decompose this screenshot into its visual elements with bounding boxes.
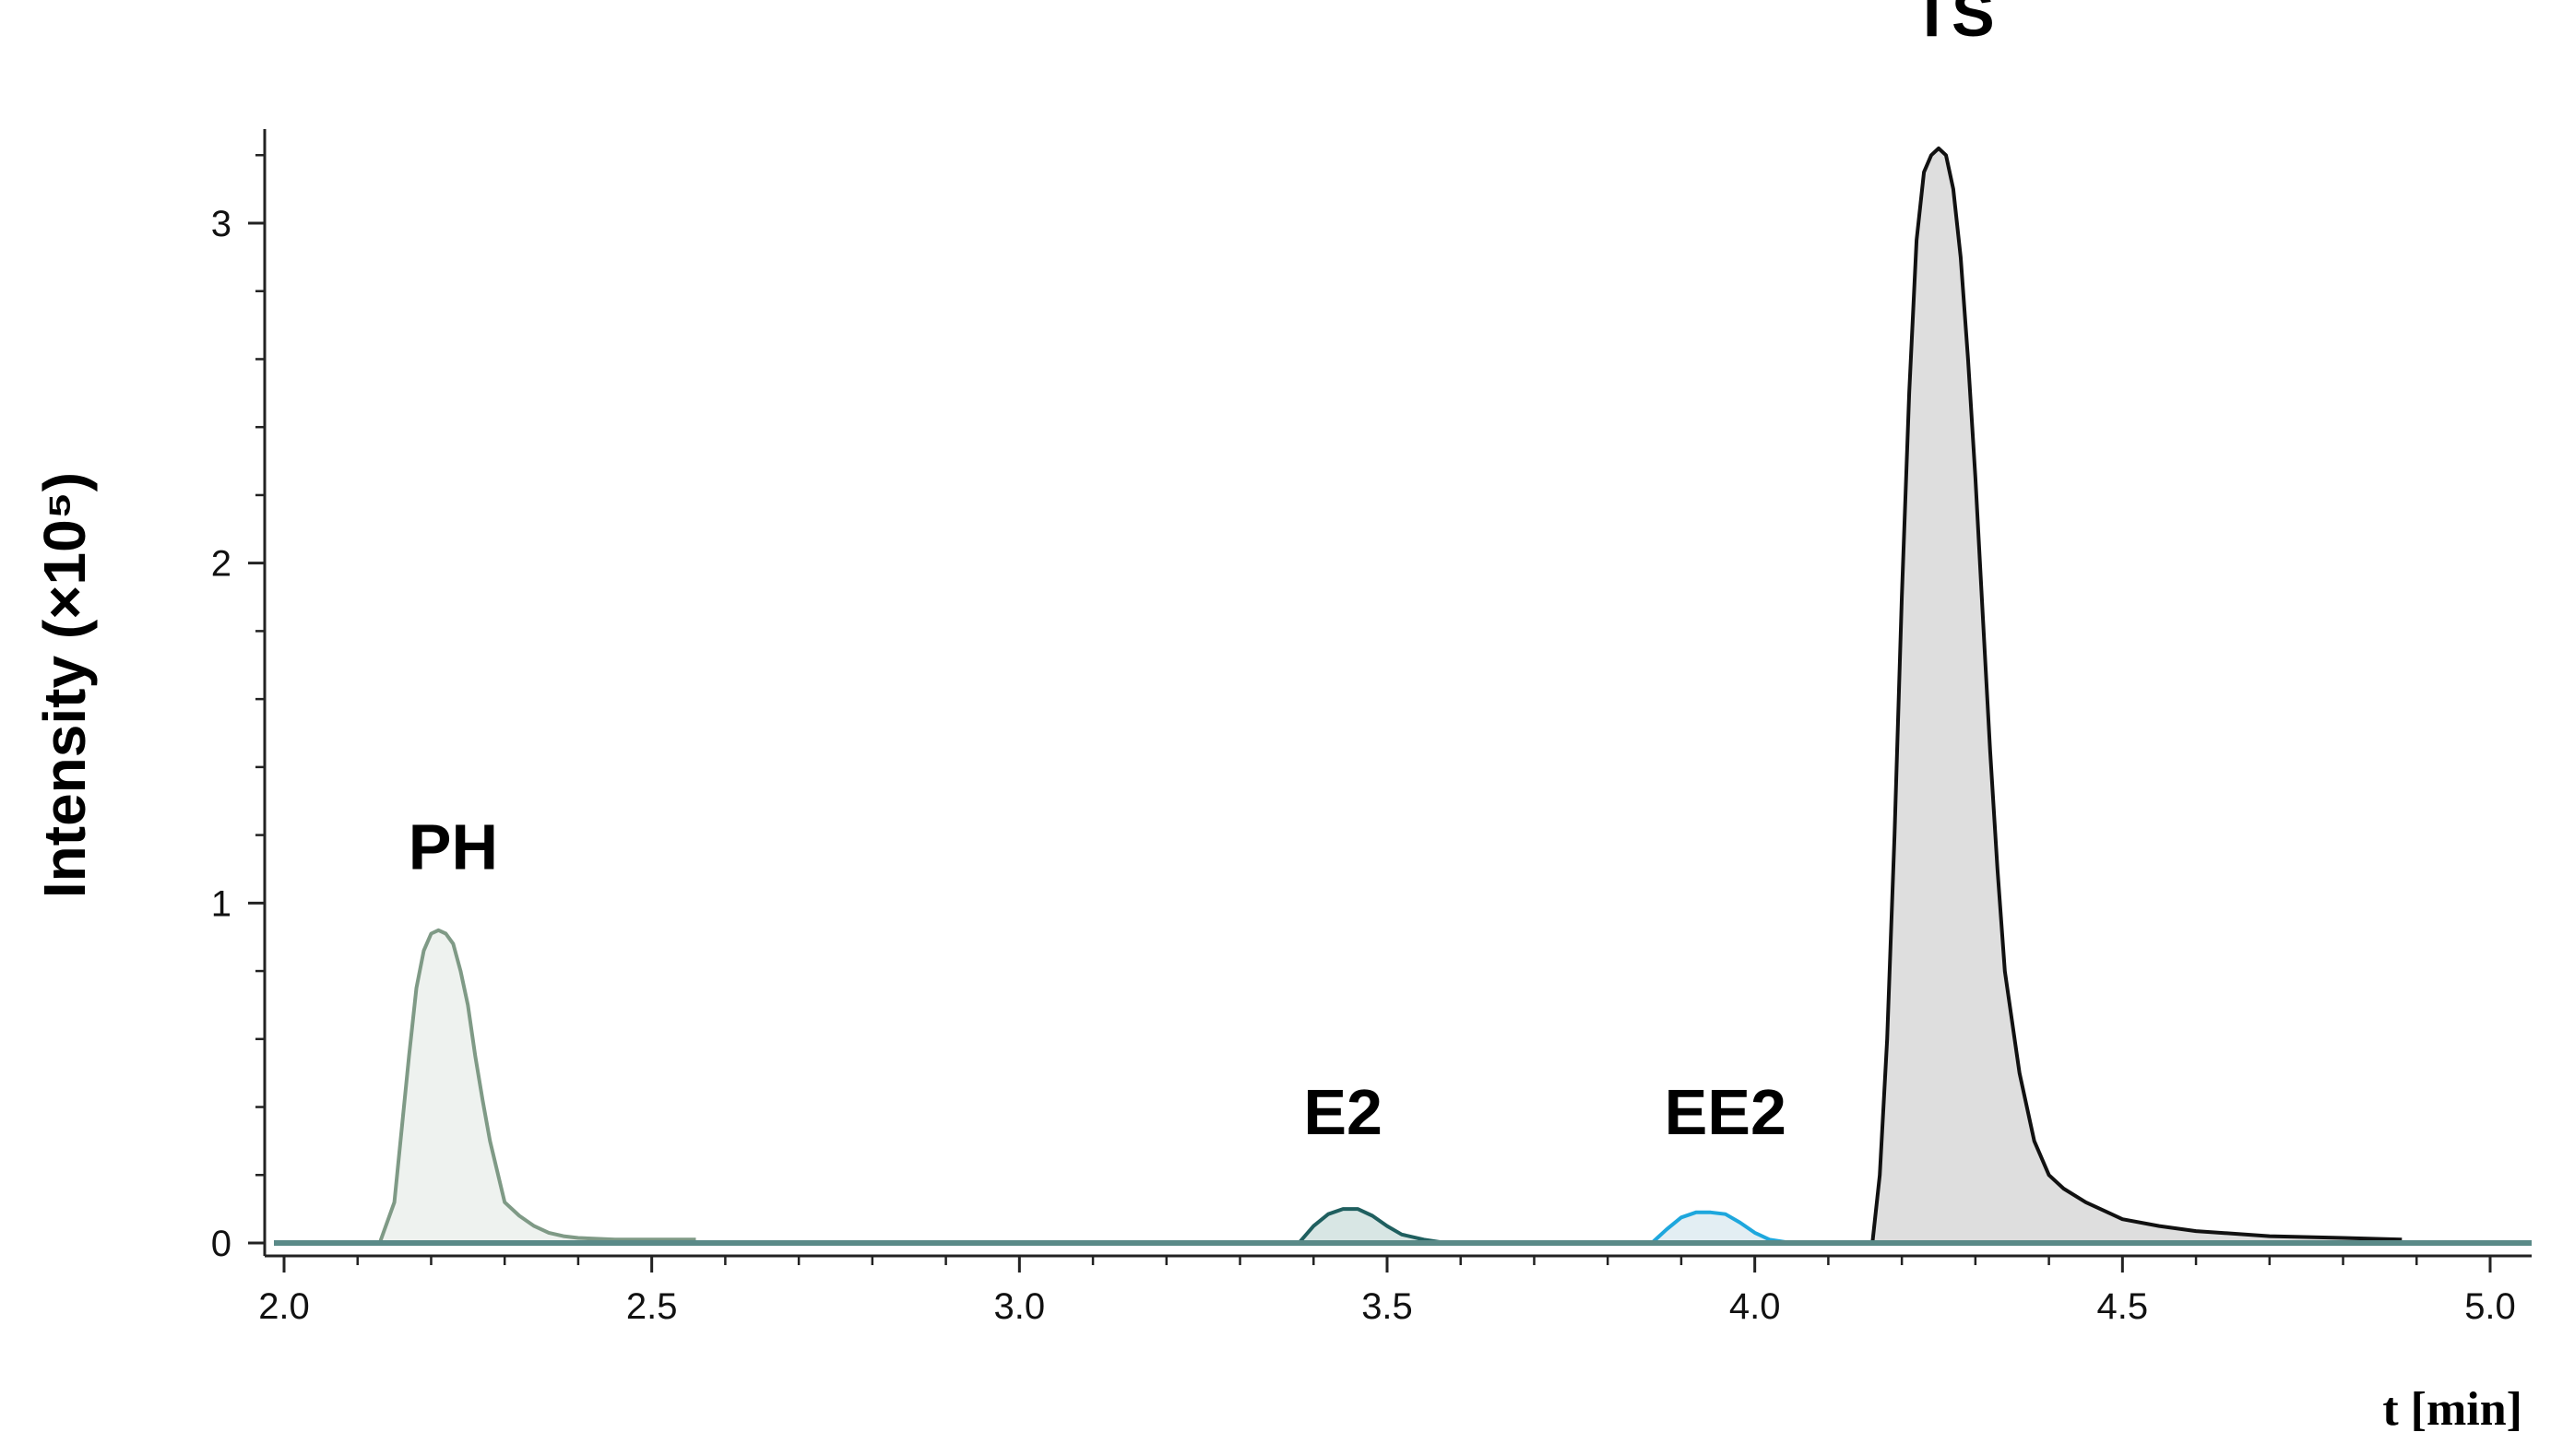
- y-tick-label: 1: [211, 883, 231, 924]
- peak-line-e2: [1297, 1207, 1447, 1245]
- peak-line-ts: [1870, 146, 2403, 1244]
- peak-label-e2: E2: [1303, 1076, 1382, 1148]
- axis-ticks: 2.0 2.5 3.0 3.5 4.0 4.5 5.0 0 1 2 3: [211, 154, 2516, 1327]
- peak-fill-ph: [379, 929, 696, 1243]
- x-tick-label: 3.5: [1361, 1286, 1413, 1327]
- peak-fill-e2: [1299, 1209, 1446, 1243]
- x-tick-label: 3.0: [994, 1286, 1046, 1327]
- peak-line-ph: [377, 928, 696, 1244]
- axes: [263, 129, 2532, 1258]
- x-tick-label: 4.0: [1729, 1286, 1781, 1327]
- y-tick-label: 3: [211, 204, 231, 244]
- peak-label-ts: TS: [1912, 0, 1994, 50]
- x-tick-label: 4.5: [2097, 1286, 2149, 1327]
- peak-labels: PH E2 EE2 TS: [409, 0, 1995, 1148]
- y-tick-label: 0: [211, 1224, 231, 1264]
- peak-areas: [377, 146, 2403, 1245]
- peak-line-ee2: [1650, 1210, 1792, 1245]
- peak-label-ee2: EE2: [1665, 1076, 1786, 1148]
- x-tick-label: 2.5: [626, 1286, 678, 1327]
- y-axis-title: Intensity (×10⁵): [31, 472, 98, 898]
- y-tick-label: 2: [211, 544, 231, 585]
- peak-fill-ts: [1872, 148, 2403, 1243]
- x-axis-title: t [min]: [2382, 1383, 2522, 1436]
- x-tick-label: 2.0: [258, 1286, 310, 1327]
- x-tick-label: 5.0: [2464, 1286, 2516, 1327]
- peak-label-ph: PH: [409, 811, 498, 882]
